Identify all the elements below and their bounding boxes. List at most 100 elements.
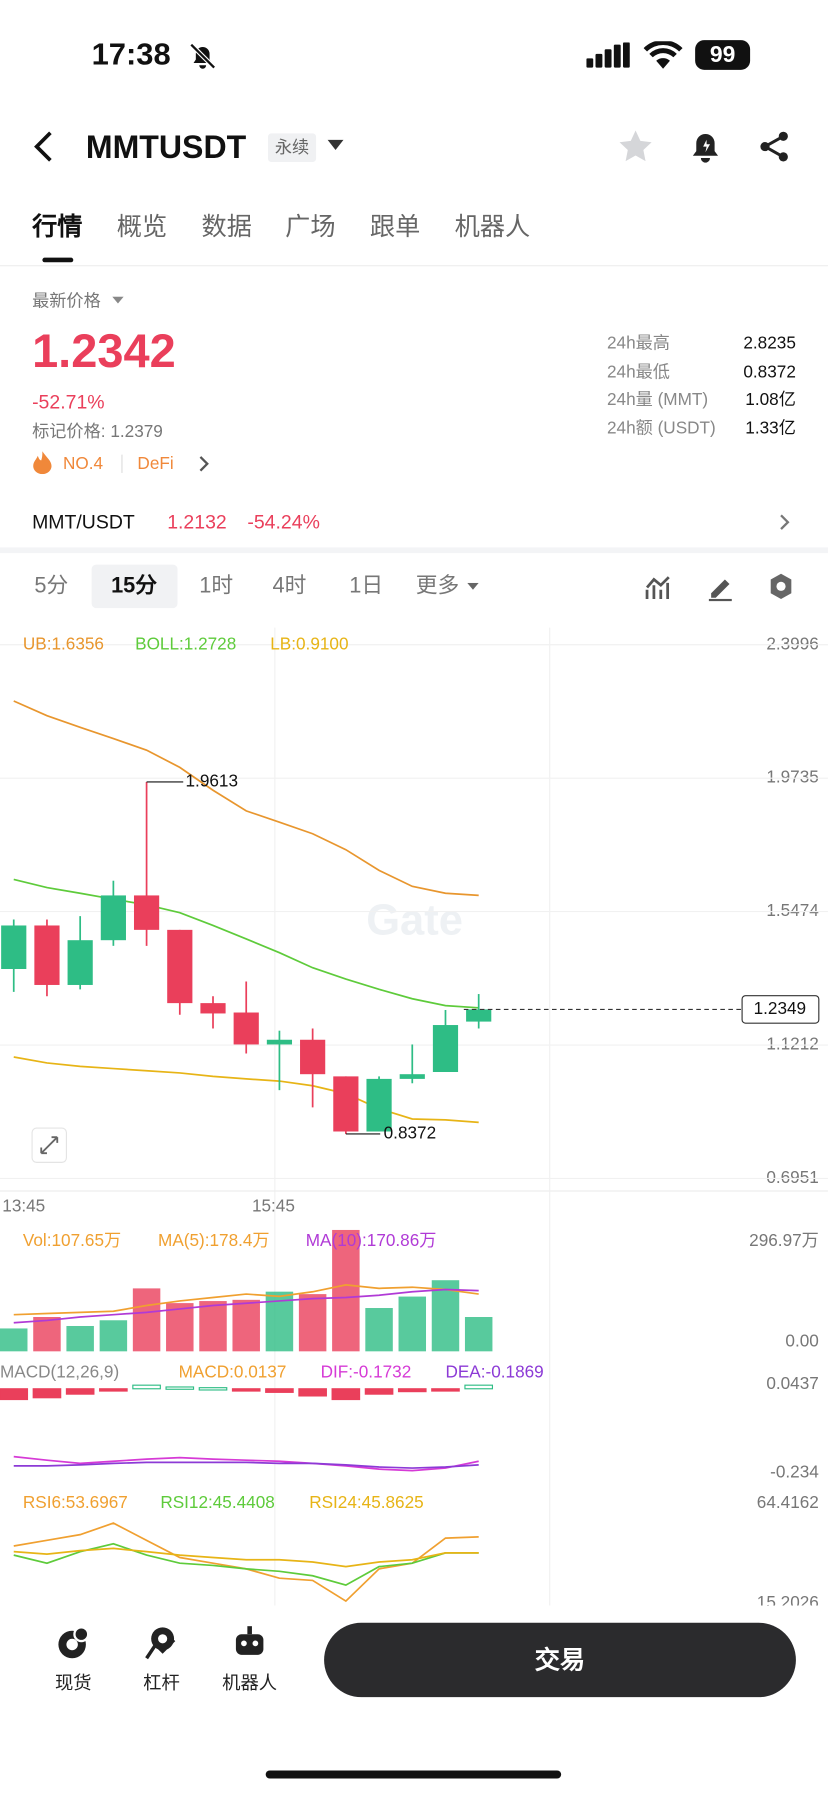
- legend-item: DIF:-0.1732: [321, 1362, 412, 1382]
- margin-icon[interactable]: [144, 1626, 178, 1660]
- favorite-button[interactable]: [618, 129, 652, 163]
- bot-icon[interactable]: [232, 1625, 266, 1659]
- trade-button[interactable]: [324, 1622, 796, 1698]
- macd-bar: [464, 1384, 494, 1390]
- symbol: MMTUSDT: [85, 129, 247, 165]
- tab[interactable]: 数据: [201, 211, 252, 241]
- macd-bar: [32, 1388, 62, 1399]
- price-label: 最新价格: [32, 291, 101, 311]
- stat-value: 1.08亿: [745, 389, 796, 410]
- nav-label[interactable]: 现货: [54, 1674, 92, 1694]
- back-button[interactable]: [30, 131, 57, 163]
- legend-item: LB:0.9100: [270, 633, 348, 653]
- signal-icon: [586, 42, 630, 68]
- x-tick-label: 15:45: [252, 1196, 295, 1216]
- boll-line: [13, 1056, 479, 1124]
- candle-body: [466, 1009, 492, 1022]
- candle-body: [366, 1078, 392, 1132]
- volume-bar: [166, 1303, 194, 1352]
- candle-body: [200, 1003, 226, 1014]
- tab-indicator: [42, 257, 74, 263]
- legend-item: DEA:-0.1869: [445, 1362, 543, 1382]
- candle-body: [300, 1039, 326, 1075]
- y-tick-label: 1.1212: [766, 1034, 818, 1054]
- nav-label[interactable]: 杠杆: [143, 1674, 180, 1694]
- rank[interactable]: NO.4: [62, 454, 104, 474]
- alert-button[interactable]: [689, 129, 721, 163]
- stat-value: 2.8235: [743, 333, 796, 354]
- legend-item: RSI12:45.4408: [160, 1492, 274, 1512]
- y-tick-label: -0.234: [770, 1461, 819, 1481]
- divider: [121, 454, 123, 473]
- volume-bar: [398, 1296, 427, 1352]
- macd-bar: [331, 1388, 361, 1401]
- spot-change: -54.24%: [247, 511, 320, 534]
- macd-bar: [99, 1388, 128, 1392]
- x-tick-label: 13:45: [2, 1196, 45, 1216]
- y-tick-label: 0.6951: [766, 1167, 818, 1187]
- candle-body: [333, 1076, 359, 1132]
- stat-value: 1.33亿: [745, 417, 796, 438]
- interval[interactable]: 1日: [349, 574, 384, 599]
- candle-body: [67, 940, 93, 985]
- boll-line: [13, 700, 479, 897]
- stat-label: 24h量 (MMT): [606, 389, 709, 410]
- charts: Gate 2.3996 1.9735 1.5474 1.1212 0.6951 UB:1.…: [0, 265, 828, 1606]
- nav-label[interactable]: 机器人: [222, 1674, 278, 1694]
- interval[interactable]: 5分: [34, 574, 69, 599]
- last-price-box: [741, 995, 820, 1024]
- tab[interactable]: 机器人: [454, 211, 531, 241]
- mark-price: 标记价格: 1.2379: [32, 422, 163, 442]
- fire-icon: [33, 451, 52, 475]
- chevron[interactable]: [198, 455, 209, 473]
- legend-item: Vol:107.65万: [23, 1230, 121, 1250]
- interval[interactable]: 4时: [272, 574, 307, 599]
- volume-bar: [199, 1301, 227, 1352]
- macd-bar: [65, 1388, 95, 1395]
- interval[interactable]: 更多: [415, 574, 460, 599]
- y-tick-label: 0.0437: [766, 1373, 818, 1393]
- indicator-button[interactable]: [645, 574, 672, 601]
- battery: [695, 40, 751, 70]
- macd-bar: [298, 1388, 327, 1397]
- spot-pair[interactable]: MMT/USDT: [32, 511, 135, 534]
- candle-body: [34, 925, 60, 985]
- legend-item: RSI6:53.6967: [23, 1492, 128, 1512]
- settings-button[interactable]: [767, 573, 794, 600]
- wifi-icon: [643, 41, 683, 69]
- interval[interactable]: 1时: [199, 574, 234, 599]
- candle-body: [432, 1025, 459, 1073]
- legend-item: RSI24:45.8625: [309, 1492, 423, 1512]
- candle-body: [167, 929, 193, 1004]
- dropdown-icon[interactable]: [327, 139, 344, 151]
- spot-icon[interactable]: [56, 1626, 90, 1660]
- candle-body: [399, 1074, 425, 1079]
- tab[interactable]: 行情: [32, 211, 83, 241]
- candle-body: [133, 895, 160, 930]
- chevron[interactable]: [779, 513, 790, 531]
- interval[interactable]: 15分: [111, 574, 158, 599]
- tab[interactable]: 跟单: [369, 211, 421, 241]
- contract-tag: 永续: [267, 133, 317, 163]
- volume-bar: [431, 1280, 460, 1352]
- volume-bar: [332, 1229, 360, 1352]
- separator: [0, 547, 828, 554]
- macd-bar: [364, 1388, 394, 1395]
- y-tick-label: 1.5474: [766, 900, 819, 920]
- dropdown-icon[interactable]: [112, 296, 124, 305]
- tab[interactable]: 概览: [116, 211, 168, 241]
- share-button[interactable]: [758, 131, 790, 163]
- sector[interactable]: DeFi: [137, 454, 174, 474]
- dropdown-icon[interactable]: [467, 582, 479, 591]
- trade-button-label: 交易: [534, 1645, 586, 1675]
- stat-label: 24h额 (USDT): [606, 417, 716, 438]
- candle-body: [266, 1039, 293, 1045]
- status-time: 17:38: [91, 37, 171, 72]
- macd-bar: [165, 1386, 195, 1390]
- mute-icon: [189, 43, 216, 70]
- y-tick-label: 0.00: [785, 1331, 818, 1351]
- draw-button[interactable]: [707, 574, 734, 602]
- last-price-label: 1.2349: [754, 998, 806, 1018]
- tab[interactable]: 广场: [285, 211, 336, 241]
